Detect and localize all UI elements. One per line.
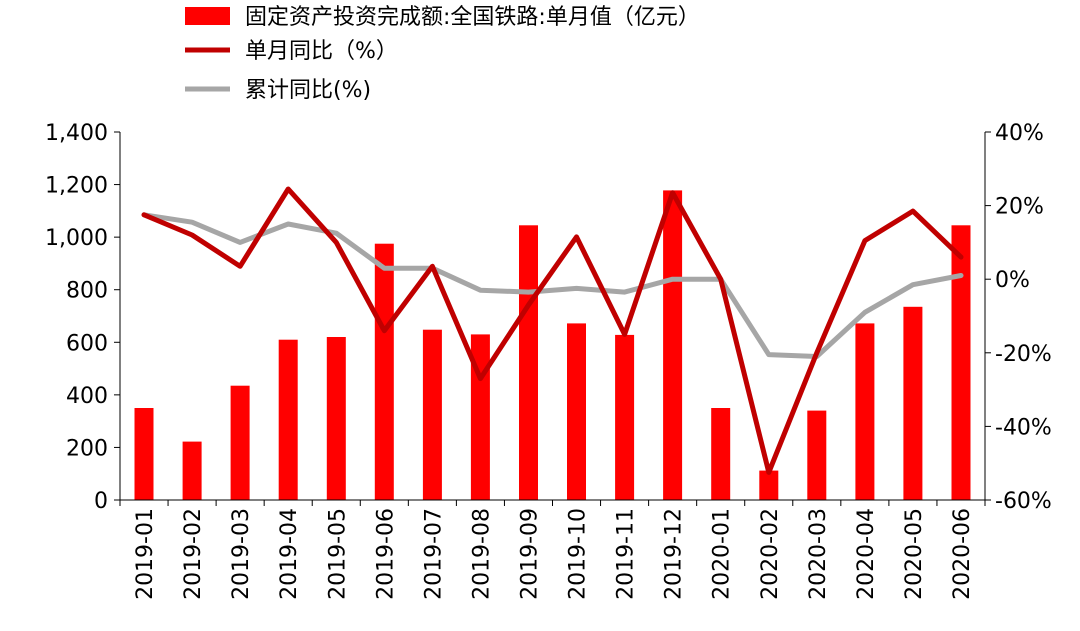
bar-2019-10 (567, 323, 586, 500)
x-tick-label: 2019-03 (229, 508, 254, 600)
x-tick-label: 2019-07 (421, 508, 446, 600)
line-monthly-yoy (141, 186, 964, 475)
bar-2019-02 (182, 441, 202, 500)
legend-label-monthly-yoy: 单月同比（%） (245, 39, 398, 64)
bar-2019-06 (374, 243, 394, 500)
right-tick-label: -60% (995, 489, 1052, 514)
bar-2020-04 (855, 323, 875, 500)
bar-2020-02 (759, 470, 779, 500)
line-cumulative-yoy (141, 212, 964, 359)
bar-2020-03 (807, 410, 827, 500)
x-tick-label: 2019-09 (517, 508, 542, 600)
x-tick-label: 2019-05 (325, 508, 350, 600)
left-tick-label: 1,400 (45, 121, 108, 146)
left-tick-label: 400 (66, 384, 108, 409)
bar-2020-06 (951, 225, 971, 501)
legend-entry-bar: 固定资产投资完成额:全国铁路:单月值（亿元） (185, 5, 700, 30)
bar-2019-09 (519, 225, 538, 501)
x-tick-label: 2020-06 (950, 508, 975, 600)
left-tick-label: 0 (94, 489, 108, 514)
x-tick-label: 2019-12 (662, 508, 687, 600)
x-tick-label: 2019-06 (373, 508, 398, 600)
bar-2019-04 (278, 339, 298, 500)
right-tick-label: 20% (995, 195, 1044, 220)
bar-2019-12 (663, 190, 683, 500)
bar-2020-01 (711, 408, 731, 500)
bar-series (134, 190, 971, 501)
left-tick-label: 1,000 (45, 226, 108, 251)
line-series (141, 186, 964, 475)
left-tick-label: 200 (66, 436, 108, 461)
right-tick-label: 40% (995, 121, 1044, 146)
bar-2019-05 (326, 337, 346, 500)
right-tick-label: -20% (995, 342, 1052, 367)
x-tick-label: 2020-04 (854, 508, 879, 600)
bar-2019-03 (230, 385, 250, 500)
bar-2019-01 (134, 408, 154, 500)
bar-2020-05 (903, 306, 923, 500)
legend-entry-monthly-yoy: 单月同比（%） (185, 39, 398, 64)
x-tick-label: 2019-08 (469, 508, 494, 600)
x-tick-label: 2020-05 (902, 508, 927, 600)
legend-swatch-bar (185, 7, 230, 25)
bar-2019-11 (615, 334, 635, 500)
x-tick-label: 2019-01 (133, 508, 158, 600)
x-tick-label: 2019-04 (277, 508, 302, 600)
right-tick-label: -40% (995, 415, 1052, 440)
x-tick-label: 2019-02 (181, 508, 206, 600)
x-tick-label: 2020-03 (806, 508, 831, 600)
legend-label-cumulative-yoy: 累计同比(%) (245, 78, 371, 103)
left-tick-label: 800 (66, 279, 108, 304)
left-tick-label: 1,200 (45, 174, 108, 199)
axes: 0 200 400 600 800 1,000 1,200 1,400 -60% -40% -20%… (45, 121, 1052, 600)
x-tick-label: 2019-11 (614, 508, 639, 600)
x-tick-label: 2020-01 (710, 508, 735, 600)
bar-2019-07 (422, 329, 442, 500)
x-tick-label: 2020-02 (758, 508, 783, 600)
x-tick-label: 2019-10 (566, 508, 591, 600)
legend-label-bar: 固定资产投资完成额:全国铁路:单月值（亿元） (245, 5, 700, 30)
legend-entry-cumulative-yoy: 累计同比(%) (185, 78, 371, 103)
right-tick-label: 0% (995, 268, 1030, 293)
legend: 固定资产投资完成额:全国铁路:单月值（亿元） 单月同比（%） 累计同比(%) (185, 5, 700, 103)
left-tick-label: 600 (66, 331, 108, 356)
